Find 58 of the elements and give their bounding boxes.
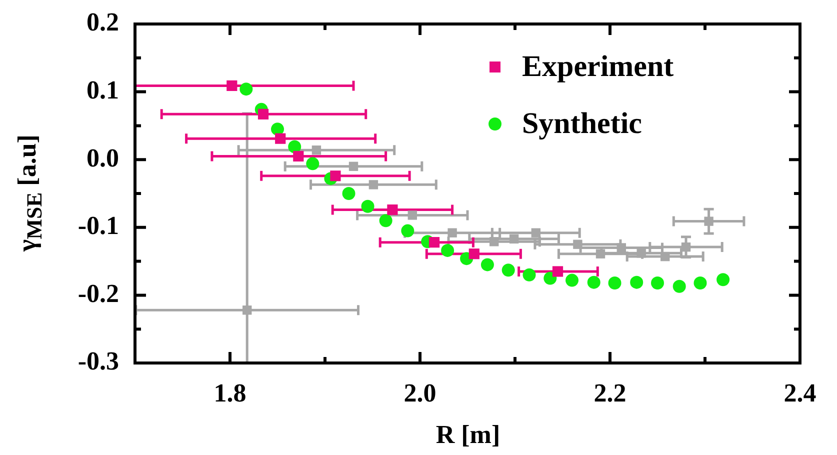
point [258, 108, 269, 120]
point [544, 272, 557, 285]
point [608, 276, 622, 290]
x-axis-title: R [m] [436, 420, 500, 450]
point [342, 187, 356, 200]
point [716, 273, 730, 286]
point [490, 237, 499, 246]
point [293, 150, 304, 162]
point [636, 248, 646, 258]
point [573, 240, 582, 249]
point [240, 82, 253, 96]
point [271, 122, 284, 136]
point [681, 242, 691, 252]
x-tick-label: 2.0 [404, 378, 436, 408]
y-tick-label: -0.2 [78, 278, 119, 308]
legend-label: Synthetic [522, 106, 642, 140]
point [522, 268, 536, 282]
y-tick-label: -0.3 [78, 346, 119, 376]
point [288, 140, 302, 154]
y-tick-label: 0.1 [86, 76, 119, 105]
point [502, 264, 515, 277]
point [694, 276, 707, 290]
x-tick-label: 2.4 [784, 378, 816, 408]
point [401, 224, 414, 238]
point [387, 204, 398, 216]
point [312, 146, 322, 155]
point [552, 266, 564, 277]
point [630, 276, 644, 289]
point [441, 244, 454, 257]
point [566, 274, 578, 287]
x-tick-label: 1.8 [214, 378, 246, 408]
x-tick-label: 2.2 [594, 378, 626, 408]
point [379, 214, 392, 228]
point [660, 252, 670, 262]
point [480, 258, 494, 272]
point [448, 228, 457, 238]
point [587, 276, 600, 289]
point [509, 234, 519, 244]
point [672, 280, 686, 293]
point [596, 249, 606, 258]
point [428, 237, 440, 248]
y-tick-label: 0.0 [86, 143, 119, 172]
point [330, 170, 341, 182]
point [368, 180, 378, 190]
point [651, 276, 664, 290]
point [361, 200, 374, 213]
y-tick-label: -0.1 [78, 211, 119, 240]
point [616, 243, 626, 252]
legend-label: Experiment [522, 50, 674, 83]
point [704, 216, 714, 226]
y-tick-label: 0.2 [86, 8, 119, 37]
point [275, 133, 286, 144]
point [531, 228, 540, 238]
point [306, 157, 320, 170]
point [408, 210, 417, 220]
point [468, 248, 480, 260]
point [348, 162, 358, 171]
point [226, 80, 238, 91]
